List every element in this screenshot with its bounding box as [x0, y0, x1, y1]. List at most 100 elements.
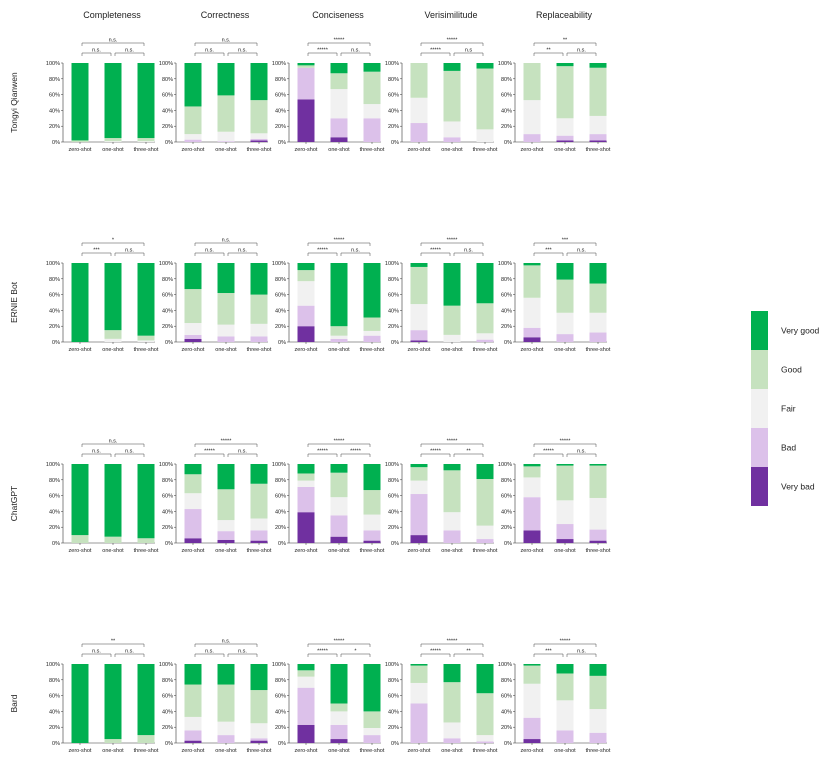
- bar-segment-fair: [330, 711, 348, 725]
- y-tick-label: 60%: [388, 293, 399, 299]
- y-tick-label: 40%: [275, 108, 286, 114]
- x-tick-label-three-shot: three-shot: [360, 347, 385, 353]
- y-tick-label: 60%: [501, 694, 512, 700]
- x-tick-label-one-shot: one-shot: [554, 347, 576, 353]
- bar-segment-fair: [476, 735, 494, 742]
- bar-segment-good: [217, 489, 235, 521]
- bar-segment-very-good: [297, 263, 315, 271]
- bar-segment-fair: [476, 525, 494, 540]
- bar-segment-good: [330, 326, 348, 336]
- bar-segment-bad: [250, 138, 268, 141]
- sig-bracket-zero-vs-one-label: *****: [430, 248, 442, 254]
- y-tick-label: 0%: [504, 340, 512, 346]
- sig-bracket-one-vs-three: [114, 52, 145, 56]
- bar-segment-very-good: [104, 263, 122, 331]
- bar-segment-very-bad: [410, 535, 428, 543]
- sig-bracket-one-vs-three: [453, 653, 484, 657]
- bar-segment-fair: [589, 497, 607, 530]
- bar-segment-good: [297, 473, 315, 481]
- sig-bracket-one-vs-three-label: n.s.: [125, 248, 134, 254]
- bar-segment-very-bad: [297, 724, 315, 743]
- y-tick-label: 20%: [162, 124, 173, 130]
- bar-segment-good: [330, 73, 348, 90]
- sig-bracket-zero-vs-three: [420, 643, 484, 647]
- x-tick-label-zero-shot: zero-shot: [521, 748, 544, 754]
- y-tick-label: 0%: [504, 541, 512, 547]
- bar-segment-fair: [523, 683, 541, 718]
- panel-bard-conciseness: 0% 20% 40% 60% 80% 100% zero-shot one-shot three…: [272, 639, 385, 755]
- sig-bracket-zero-vs-three-label: *****: [334, 238, 346, 244]
- sig-bracket-zero-vs-one-label: n.s.: [205, 649, 214, 655]
- bar-segment-very-good: [410, 464, 428, 468]
- sig-bracket-one-vs-three: [340, 52, 371, 56]
- bar-segment-bad: [217, 531, 235, 540]
- sig-bracket-zero-vs-one-label: *****: [317, 248, 329, 254]
- bar-segment-very-good: [184, 263, 202, 290]
- x-tick-label-three-shot: three-shot: [586, 347, 611, 353]
- y-tick-label: 20%: [49, 324, 60, 330]
- x-tick-label-one-shot: one-shot: [215, 748, 237, 754]
- y-tick-label: 80%: [275, 478, 286, 484]
- y-tick-label: 20%: [49, 124, 60, 130]
- y-tick-label: 40%: [388, 308, 399, 314]
- bar-segment-very-good: [523, 263, 541, 266]
- sig-bracket-zero-vs-one-label: n.s.: [92, 449, 101, 455]
- sig-bracket-zero-vs-one-label: *****: [430, 449, 442, 455]
- bar-segment-very-bad: [297, 512, 315, 543]
- bar-segment-fair: [250, 518, 268, 531]
- y-tick-label: 20%: [162, 525, 173, 531]
- x-tick-label-one-shot: one-shot: [102, 748, 124, 754]
- sig-bracket-zero-vs-one: [420, 252, 451, 256]
- sig-bracket-zero-vs-one: [307, 653, 338, 657]
- bar-segment-very-good: [297, 63, 315, 66]
- y-tick-label: 40%: [49, 108, 60, 114]
- bar-segment-bad: [589, 332, 607, 342]
- bar-segment-bad: [297, 486, 315, 513]
- bar-segment-fair: [104, 141, 122, 142]
- y-tick-label: 60%: [388, 694, 399, 700]
- bar-segment-good: [184, 289, 202, 324]
- sig-bracket-zero-vs-one-label: ***: [93, 248, 100, 254]
- y-tick-label: 60%: [49, 293, 60, 299]
- x-tick-label-three-shot: three-shot: [473, 548, 498, 554]
- sig-bracket-one-vs-three-label: **: [466, 449, 471, 455]
- sig-bracket-zero-vs-three: [194, 42, 258, 46]
- bar-segment-very-good: [410, 263, 428, 267]
- bar-segment-very-good: [297, 464, 315, 474]
- x-tick-label-three-shot: three-shot: [134, 548, 159, 554]
- row-label-chatgpt: ChatGPT: [9, 486, 19, 521]
- y-tick-label: 100%: [385, 61, 399, 67]
- y-tick-label: 60%: [162, 93, 173, 99]
- sig-bracket-one-vs-three-label: n.s.: [125, 649, 134, 655]
- sig-bracket-one-vs-three: [114, 453, 145, 457]
- sig-bracket-one-vs-three-label: n.s.: [577, 649, 586, 655]
- sig-bracket-zero-vs-three: [307, 42, 371, 46]
- panel-bard-replaceability: 0% 20% 40% 60% 80% 100% zero-shot one-shot three…: [498, 639, 611, 755]
- x-tick-label-one-shot: one-shot: [102, 147, 124, 153]
- sig-bracket-zero-vs-one-label: ***: [545, 248, 552, 254]
- bar-segment-good: [104, 138, 122, 142]
- x-tick-label-three-shot: three-shot: [247, 548, 272, 554]
- y-tick-label: 0%: [504, 741, 512, 747]
- bar-segment-bad: [363, 735, 381, 743]
- bar-segment-fair: [217, 324, 235, 337]
- y-tick-label: 0%: [278, 741, 286, 747]
- y-tick-label: 100%: [385, 462, 399, 468]
- bar-segment-very-good: [71, 63, 89, 141]
- y-tick-label: 40%: [162, 709, 173, 715]
- column-title-correctness: Correctness: [201, 10, 250, 20]
- y-tick-label: 80%: [388, 77, 399, 83]
- y-tick-label: 20%: [275, 324, 286, 330]
- sig-bracket-one-vs-three-label: n.s.: [577, 449, 586, 455]
- y-tick-label: 100%: [272, 261, 286, 267]
- bar-segment-good: [250, 294, 268, 324]
- sig-bracket-one-vs-three-label: n.s.: [238, 449, 247, 455]
- x-tick-label-zero-shot: zero-shot: [408, 748, 431, 754]
- bar-segment-very-good: [363, 464, 381, 491]
- legend-label-very-good: Very good: [781, 326, 820, 336]
- bar-segment-bad: [363, 118, 381, 142]
- bar-segment-very-good: [184, 464, 202, 475]
- bar-segment-very-good: [250, 664, 268, 691]
- legend-label-bad: Bad: [781, 443, 796, 453]
- bar-segment-good: [556, 66, 574, 119]
